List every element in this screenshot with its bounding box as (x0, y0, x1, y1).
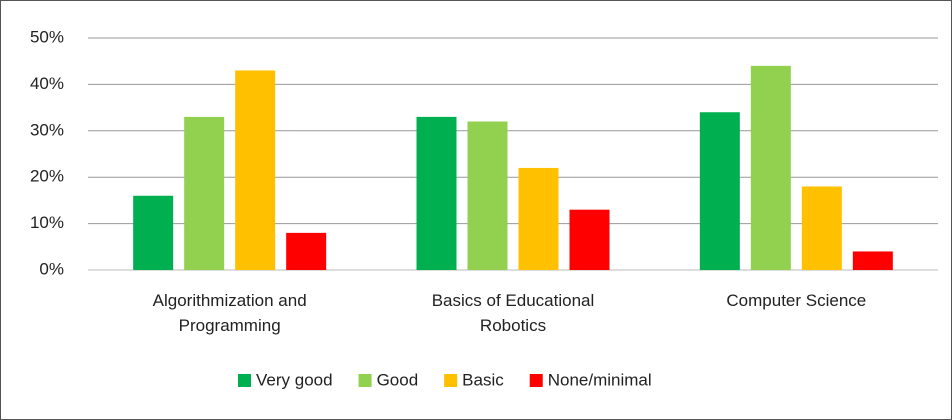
legend-label: Basic (462, 370, 504, 389)
y-tick-label: 40% (30, 74, 64, 93)
y-tick-label: 30% (30, 120, 64, 139)
bar (852, 251, 893, 270)
y-tick-label: 50% (30, 27, 64, 46)
bar (569, 209, 610, 270)
y-tick-label: 10% (30, 213, 64, 232)
legend-swatch (358, 374, 372, 387)
bar (699, 112, 740, 271)
bar (133, 195, 174, 270)
y-tick-label: 20% (30, 167, 64, 186)
legend-swatch (238, 374, 251, 387)
bar (801, 186, 842, 270)
x-tick-label: Computer Science (726, 291, 867, 310)
bar (518, 167, 559, 270)
x-tick-label: Algorithmization and Programming (152, 291, 307, 335)
bar (184, 116, 225, 270)
bar (416, 116, 457, 270)
x-tick-label: Basics of Educational Robotics (431, 291, 595, 335)
legend-label: Very good (256, 370, 333, 389)
bar (235, 70, 276, 270)
legend-swatch (444, 374, 458, 387)
bar (467, 121, 508, 271)
bar (750, 65, 791, 270)
legend-label: None/minimal (548, 370, 652, 389)
y-tick-label: 0% (39, 259, 64, 278)
bar (286, 232, 327, 270)
legend-label: Good (377, 370, 419, 389)
legend-swatch (529, 374, 543, 387)
